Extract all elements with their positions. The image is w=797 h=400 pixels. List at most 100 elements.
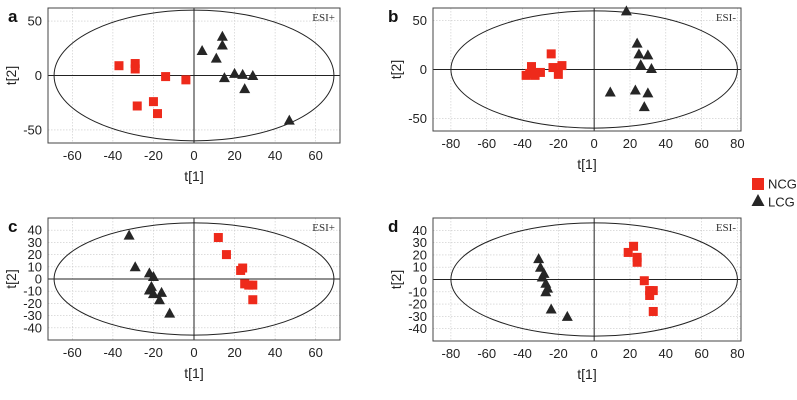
confidence-ellipse — [53, 222, 335, 336]
data-point-lcg — [129, 261, 141, 272]
data-point-ncg — [132, 101, 142, 111]
x-tick-label: 0 — [190, 345, 197, 360]
x-axis-title: t[1] — [184, 168, 203, 184]
y-tick-label: 40 — [28, 223, 42, 238]
data-point-lcg — [123, 229, 135, 240]
plot-frame — [432, 7, 742, 132]
x-tick-label: 80 — [730, 346, 744, 361]
ionization-mode-label: ESI+ — [312, 12, 335, 24]
x-tick-label: 60 — [694, 136, 708, 151]
data-point-ncg — [648, 306, 658, 316]
confidence-ellipse — [450, 222, 738, 337]
plot-frame — [432, 217, 742, 342]
x-tick-label: 40 — [659, 346, 673, 361]
x-tick-label: 0 — [591, 136, 598, 151]
x-tick-label: 60 — [308, 345, 322, 360]
y-tick-label: -20 — [23, 296, 42, 311]
data-point-ncg — [248, 295, 258, 305]
x-tick-label: -40 — [103, 148, 122, 163]
data-point-ncg — [629, 241, 639, 251]
data-point-ncg — [632, 257, 642, 267]
data-point-lcg — [645, 63, 657, 74]
data-point-lcg — [247, 70, 259, 80]
y-tick-label: 0 — [420, 272, 427, 287]
x-tick-label: -20 — [144, 345, 163, 360]
y-tick-label: -10 — [408, 284, 427, 299]
legend-lcg-triangle-icon — [751, 194, 765, 206]
data-point-lcg — [156, 286, 168, 297]
x-axis-title: t[1] — [577, 366, 596, 382]
y-tick-label: 0 — [35, 68, 42, 83]
data-point-ncg — [221, 250, 231, 260]
data-point-lcg — [538, 267, 550, 278]
legend-ncg-square-icon — [752, 178, 764, 190]
data-point-lcg — [533, 253, 545, 264]
panel-letter: b — [388, 7, 398, 26]
data-point-ncg — [130, 59, 140, 69]
series-lcg — [196, 30, 295, 125]
data-point-ncg — [648, 286, 658, 296]
y-tick-label: 30 — [28, 235, 42, 250]
series-ncg — [623, 241, 658, 316]
data-point-lcg — [239, 83, 251, 94]
data-point-ncg — [530, 70, 540, 80]
x-tick-label: 60 — [694, 346, 708, 361]
data-point-ncg — [153, 109, 162, 119]
panel-d: -80 -60 -40 -20 0 20 40 60 80-40-30-20-100102030… — [388, 217, 745, 382]
data-point-ncg — [161, 72, 171, 82]
x-tick-label: -60 — [63, 345, 82, 360]
panel-letter: c — [8, 217, 17, 236]
data-point-lcg — [218, 72, 230, 83]
y-tick-label: 20 — [413, 247, 427, 262]
x-tick-label: -20 — [549, 136, 568, 151]
data-point-lcg — [283, 114, 295, 125]
data-point-ncg — [548, 63, 558, 73]
series-lcg — [533, 253, 573, 321]
y-axis-title: t[2] — [388, 60, 404, 79]
data-point-ncg — [632, 252, 642, 262]
plot-frame — [47, 217, 341, 341]
data-point-lcg — [145, 280, 157, 291]
data-point-lcg — [210, 52, 222, 63]
data-point-ncg — [148, 97, 158, 107]
data-point-ncg — [181, 75, 191, 85]
x-tick-label: 80 — [730, 136, 744, 151]
ionization-mode-label: ESI- — [716, 12, 737, 24]
y-axis-title: t[2] — [388, 270, 404, 289]
x-tick-label: -20 — [144, 148, 163, 163]
data-point-lcg — [638, 101, 650, 112]
data-point-lcg — [196, 44, 208, 55]
data-point-lcg — [620, 5, 632, 16]
y-tick-label: -50 — [23, 122, 42, 137]
y-tick-label: -40 — [23, 320, 42, 335]
x-tick-label: -40 — [513, 136, 532, 151]
y-axis-title: t[2] — [3, 269, 19, 288]
data-point-lcg — [561, 310, 573, 321]
data-point-ncg — [546, 49, 556, 59]
data-point-lcg — [164, 307, 176, 318]
y-tick-label: -10 — [23, 284, 42, 299]
x-tick-label: 40 — [659, 136, 673, 151]
x-tick-label: 40 — [268, 148, 282, 163]
x-tick-label: -20 — [549, 346, 568, 361]
y-tick-label: 50 — [413, 13, 427, 28]
data-point-ncg — [557, 61, 567, 71]
series-ncg — [114, 59, 191, 119]
data-point-ncg — [535, 67, 545, 77]
data-point-ncg — [553, 69, 563, 79]
x-tick-label: 60 — [308, 148, 322, 163]
data-point-lcg — [229, 67, 241, 78]
series-lcg — [123, 229, 176, 318]
data-point-ncg — [639, 276, 649, 286]
confidence-ellipse — [450, 10, 738, 129]
data-point-ncg — [526, 62, 536, 72]
panel-letter: a — [8, 7, 18, 26]
x-tick-label: -40 — [513, 346, 532, 361]
series-lcg — [604, 5, 657, 112]
x-tick-label: -60 — [477, 136, 496, 151]
data-point-ncg — [213, 233, 223, 243]
y-tick-label: 10 — [28, 259, 42, 274]
x-tick-label: 20 — [227, 148, 241, 163]
y-tick-label: -30 — [23, 308, 42, 323]
